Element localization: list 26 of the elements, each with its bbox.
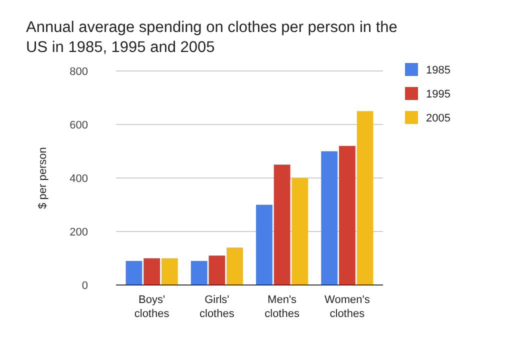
y-tick-label: 200 <box>70 226 88 238</box>
bar <box>256 204 272 285</box>
x-tick-label: Women's clothes <box>324 294 370 320</box>
bar <box>144 258 160 285</box>
bar <box>190 260 208 285</box>
y-axis-title: $ per person <box>37 147 49 209</box>
bar <box>274 164 290 285</box>
y-tick-label: 600 <box>70 119 88 132</box>
chart-title: Annual average spending on clothes per person in the US in 1985, 1995 and 2005 <box>26 19 398 56</box>
bar <box>226 248 243 285</box>
legend-label: 2005 <box>426 112 450 124</box>
x-tick-label: Girls' clothes <box>200 294 235 320</box>
legend-label: 1995 <box>426 88 450 100</box>
bar <box>292 178 308 285</box>
bar <box>338 146 356 285</box>
y-tick-label: 400 <box>70 172 88 185</box>
x-tick-label: Men's clothes <box>264 294 300 320</box>
legend-label: 1985 <box>426 64 450 76</box>
bar <box>321 151 338 285</box>
y-tick-label: 0 <box>82 280 88 292</box>
bar <box>161 258 178 285</box>
bar <box>356 111 374 285</box>
x-tick-label: Boys' clothes <box>134 294 170 320</box>
y-tick-label: 800 <box>70 66 88 78</box>
bar <box>208 256 226 285</box>
bar <box>126 260 142 285</box>
